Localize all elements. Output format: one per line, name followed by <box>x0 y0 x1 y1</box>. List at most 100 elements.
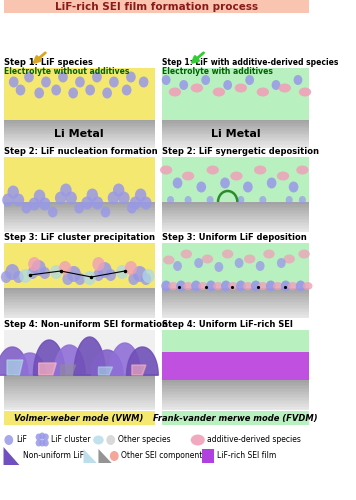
Circle shape <box>251 280 261 291</box>
Ellipse shape <box>163 256 174 264</box>
Text: Step 3: Uniform LiF deposition: Step 3: Uniform LiF deposition <box>162 233 307 242</box>
Bar <box>162 136 309 138</box>
Bar <box>162 313 309 315</box>
Circle shape <box>92 72 102 83</box>
Bar <box>162 120 309 122</box>
Bar <box>4 408 155 410</box>
Text: Other SEI components: Other SEI components <box>121 452 207 460</box>
Bar <box>4 399 155 401</box>
Bar <box>4 227 155 229</box>
Bar <box>162 208 309 210</box>
Polygon shape <box>54 345 85 375</box>
Circle shape <box>13 194 24 206</box>
Bar <box>162 139 309 141</box>
Circle shape <box>128 273 139 285</box>
Bar <box>4 208 155 210</box>
Ellipse shape <box>273 282 283 290</box>
Bar <box>4 385 155 387</box>
Circle shape <box>75 273 85 285</box>
Bar <box>162 122 309 124</box>
Bar <box>162 221 309 223</box>
Circle shape <box>245 75 254 85</box>
Circle shape <box>81 196 93 209</box>
Bar <box>162 384 309 386</box>
Bar <box>162 310 309 312</box>
Bar <box>162 202 309 203</box>
Bar <box>162 230 309 232</box>
Bar <box>4 136 155 138</box>
Bar <box>162 304 309 306</box>
Circle shape <box>74 202 84 213</box>
Ellipse shape <box>279 84 291 92</box>
Polygon shape <box>39 363 56 375</box>
Bar <box>4 121 155 123</box>
Bar <box>162 146 309 148</box>
Bar <box>4 376 155 378</box>
Bar <box>162 381 309 383</box>
Bar <box>162 209 309 211</box>
Circle shape <box>93 269 104 281</box>
Bar <box>162 302 309 304</box>
Bar <box>4 209 155 211</box>
Bar <box>4 406 155 408</box>
Circle shape <box>281 280 290 291</box>
Bar <box>162 296 309 298</box>
Circle shape <box>294 75 302 85</box>
Bar <box>4 124 155 126</box>
Bar <box>4 294 155 296</box>
Bar <box>162 295 309 297</box>
Text: LiF-rich SEI film formation process: LiF-rich SEI film formation process <box>55 2 258 12</box>
Circle shape <box>34 190 45 202</box>
Ellipse shape <box>191 84 203 92</box>
Circle shape <box>139 76 148 88</box>
Text: additive-derived species: additive-derived species <box>206 436 300 444</box>
Circle shape <box>113 184 124 196</box>
Bar <box>162 210 309 212</box>
Bar <box>4 122 155 124</box>
Ellipse shape <box>198 282 208 290</box>
Bar <box>162 224 309 226</box>
Circle shape <box>116 265 128 279</box>
Circle shape <box>59 261 71 275</box>
Ellipse shape <box>180 250 192 258</box>
Bar <box>162 390 309 392</box>
Circle shape <box>13 271 24 283</box>
Text: LiF: LiF <box>16 436 27 444</box>
Text: LiF cluster: LiF cluster <box>51 436 90 444</box>
Bar <box>162 400 309 402</box>
Circle shape <box>39 440 45 446</box>
Bar <box>202 449 214 463</box>
Bar <box>4 404 155 406</box>
Bar <box>162 157 309 202</box>
Ellipse shape <box>283 254 295 264</box>
Bar <box>4 130 155 131</box>
Circle shape <box>1 271 11 283</box>
Text: Step 4: Non-uniform SEI formation: Step 4: Non-uniform SEI formation <box>4 320 167 329</box>
Bar <box>4 157 155 202</box>
Bar <box>162 134 309 136</box>
Ellipse shape <box>213 282 223 290</box>
Bar <box>4 210 155 212</box>
Bar <box>162 405 309 407</box>
Circle shape <box>58 72 68 83</box>
Bar <box>4 306 155 308</box>
Polygon shape <box>4 447 19 465</box>
Bar <box>162 306 309 308</box>
Bar <box>162 203 309 205</box>
Bar <box>4 216 155 218</box>
Bar <box>162 289 309 291</box>
Ellipse shape <box>254 166 266 174</box>
Circle shape <box>162 75 171 85</box>
Ellipse shape <box>93 436 104 444</box>
Bar <box>4 394 155 396</box>
Ellipse shape <box>183 282 193 290</box>
Bar <box>162 316 309 318</box>
Bar <box>162 222 309 224</box>
Bar <box>162 220 309 222</box>
Bar <box>162 125 309 127</box>
Circle shape <box>185 196 192 204</box>
Circle shape <box>194 258 203 268</box>
Circle shape <box>201 75 210 85</box>
Bar <box>4 312 155 314</box>
Bar <box>4 204 155 206</box>
